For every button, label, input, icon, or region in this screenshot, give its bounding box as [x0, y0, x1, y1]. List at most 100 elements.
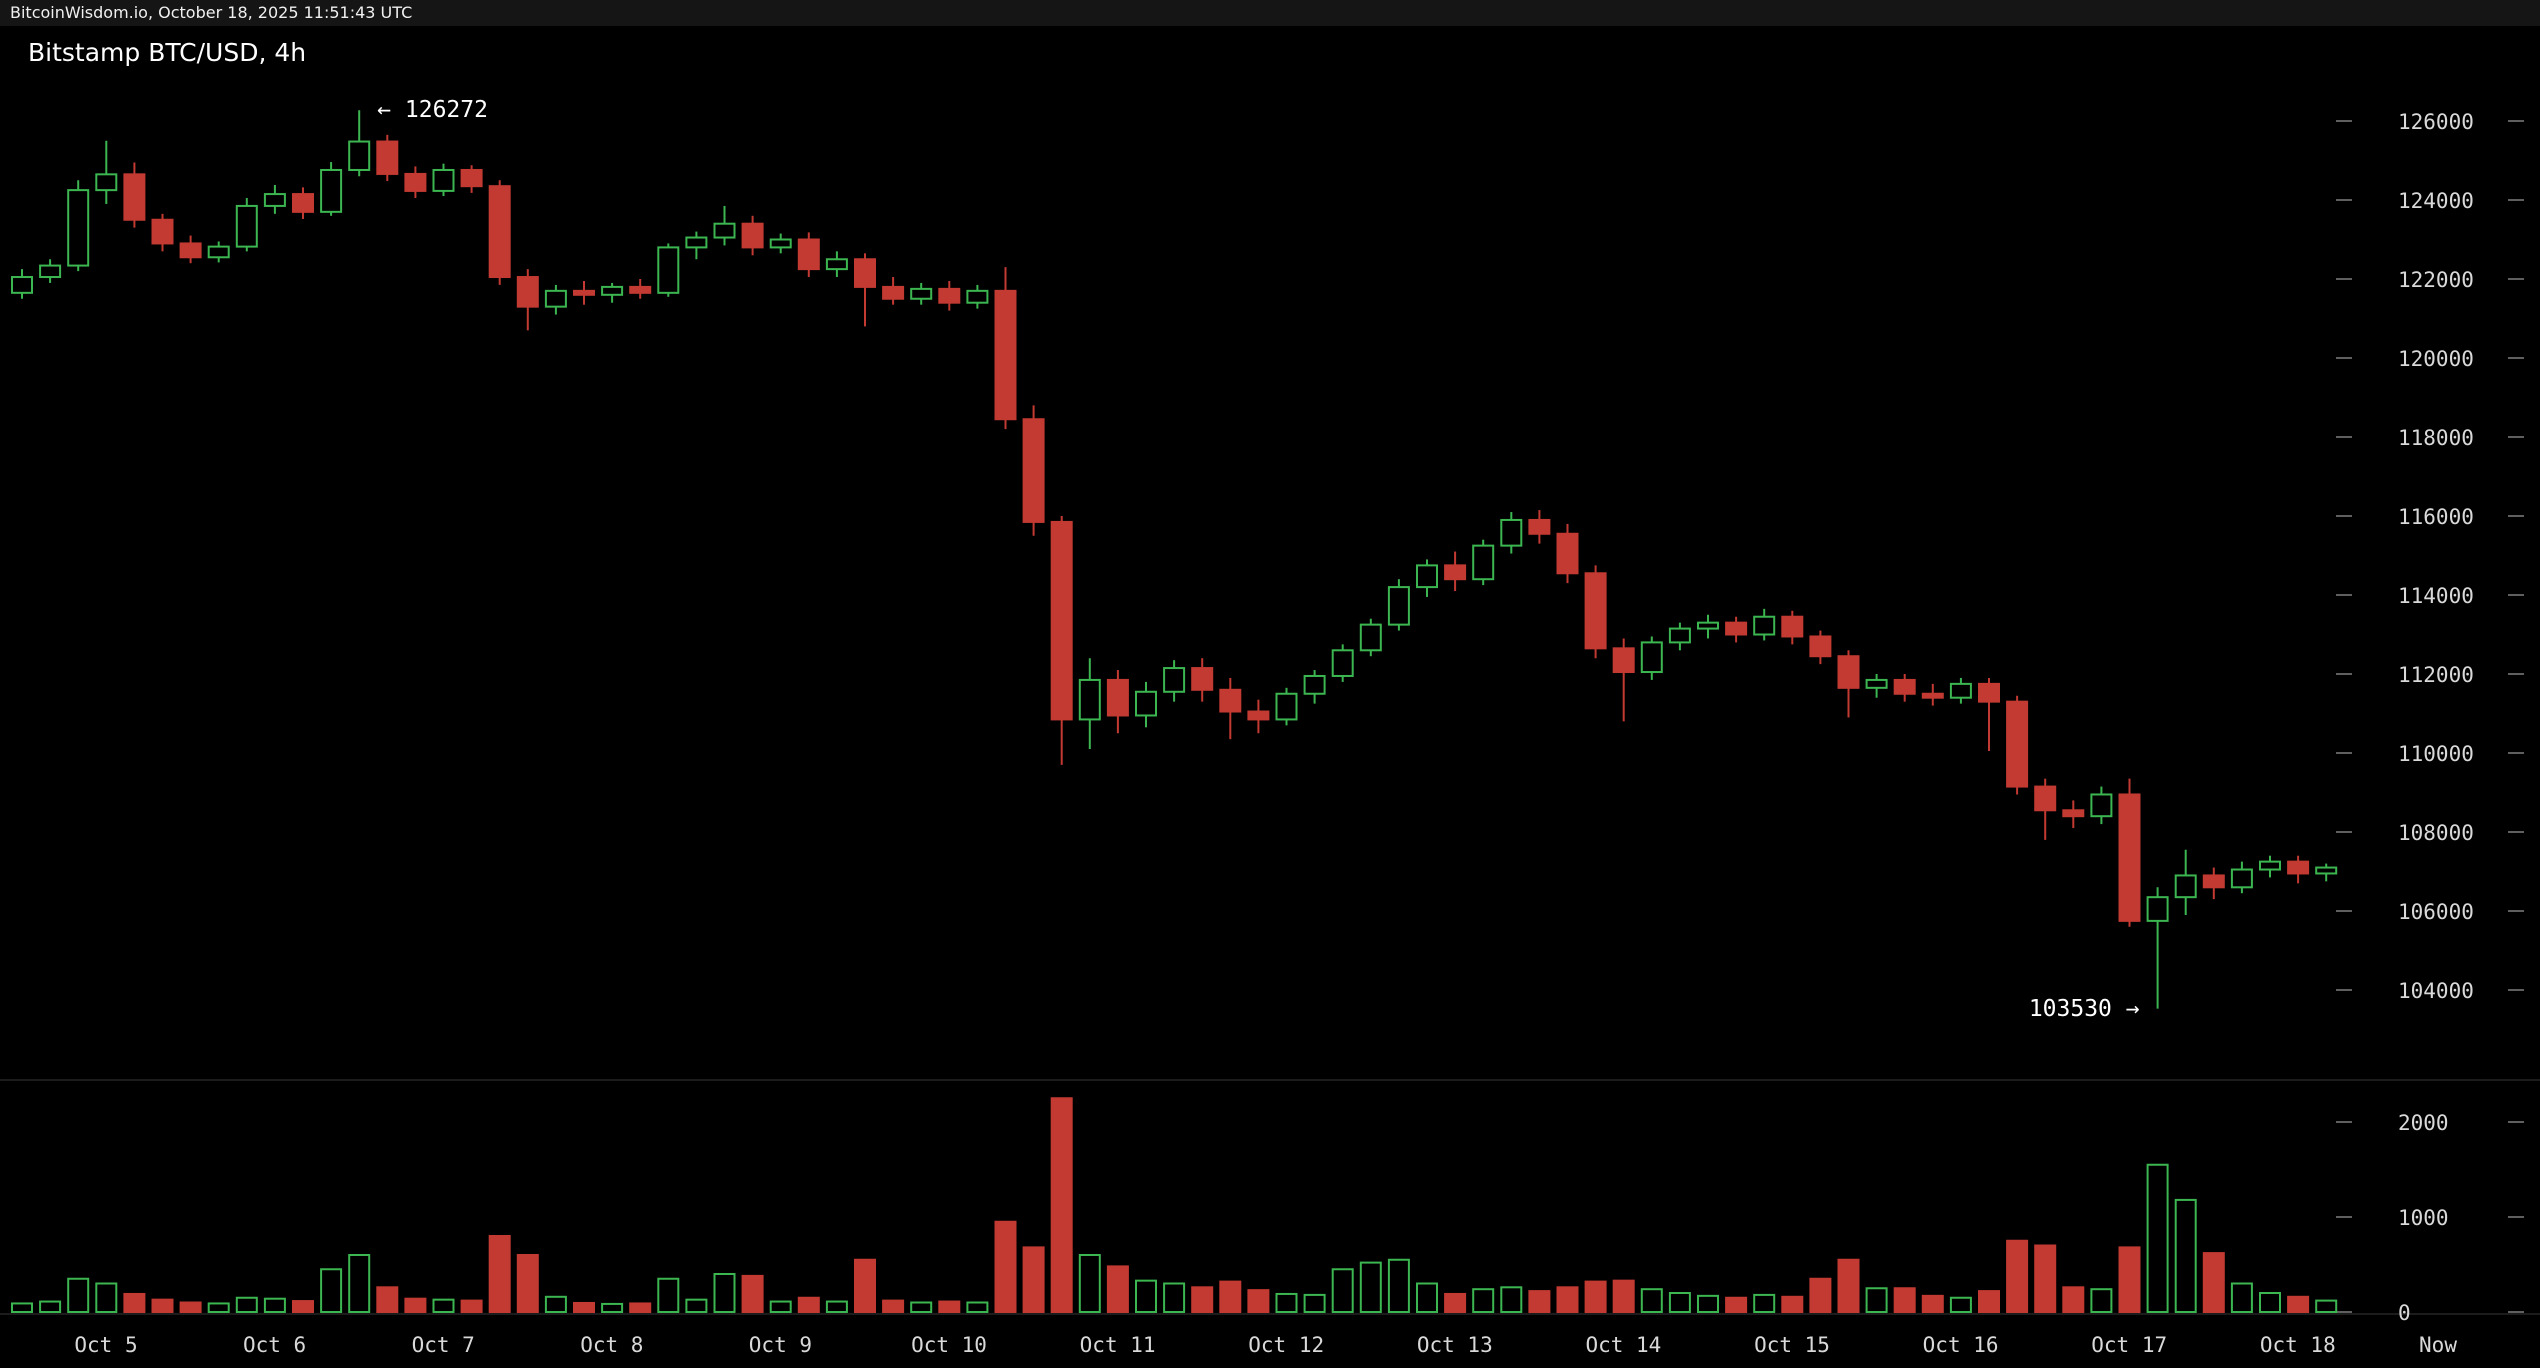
y-axis-label: 116000 [2398, 505, 2474, 529]
volume-bar [1135, 1279, 1157, 1314]
candle-down [1191, 667, 1214, 691]
volume-bar [1753, 1293, 1776, 1314]
candle-up [263, 193, 286, 207]
volume-bar [235, 1296, 258, 1313]
volume-bar [657, 1277, 680, 1313]
candle-up [1640, 641, 1663, 674]
volume-bar [1275, 1292, 1298, 1313]
volume-axis-label: 0 [2398, 1301, 2411, 1325]
candle-down [1444, 564, 1467, 581]
candle-up [348, 140, 371, 171]
candle-up [95, 173, 118, 192]
volume-bar [1668, 1292, 1691, 1313]
volume-bar [1387, 1258, 1410, 1313]
volume-bar [1078, 1254, 1101, 1313]
volume-bar [769, 1300, 792, 1314]
candle-up [966, 289, 989, 304]
candle-down [1893, 678, 1916, 695]
candle-down [882, 285, 905, 300]
candle-down [1809, 635, 1832, 658]
volume-bar [2034, 1244, 2057, 1313]
low-price-annotation: 103530 → [2028, 995, 2140, 1022]
x-axis-label: Oct 8 [580, 1333, 643, 1357]
candle-up [432, 168, 455, 192]
candle-down [854, 258, 876, 288]
volume-bar [1416, 1282, 1438, 1313]
candle-down [2287, 860, 2310, 875]
volume-bar [1640, 1288, 1663, 1313]
candle-up [825, 258, 848, 271]
volume-bar [2230, 1282, 2253, 1313]
y-axis-label: 114000 [2398, 584, 2474, 608]
x-axis-label: Oct 17 [2091, 1333, 2167, 1357]
volume-bar [1106, 1265, 1129, 1314]
candle-up [2259, 860, 2281, 871]
volume-bar [348, 1254, 371, 1313]
volume-bar [1359, 1261, 1382, 1313]
volume-bar [432, 1298, 455, 1314]
volume-bar [151, 1298, 174, 1314]
volume-bar [882, 1299, 905, 1313]
candle-up [769, 238, 792, 249]
x-axis-label: Oct 9 [749, 1333, 812, 1357]
candle-up [713, 222, 736, 239]
candle-down [1528, 518, 1551, 535]
candle-down [1921, 692, 1944, 699]
candle-down [1725, 621, 1748, 636]
volume-bar [2287, 1295, 2310, 1314]
top-status-bar: BitcoinWisdom.io, October 18, 2025 11:51… [0, 0, 2540, 26]
candle-up [320, 168, 343, 213]
candle-down [460, 168, 483, 188]
candle-up [1078, 678, 1101, 721]
x-axis-label: Oct 18 [2260, 1333, 2336, 1357]
candle-up [1697, 621, 1719, 630]
volume-bar [573, 1301, 595, 1313]
x-axis-now-label: Now [2419, 1333, 2457, 1357]
volume-bar [797, 1296, 820, 1313]
site-timestamp-text: BitcoinWisdom.io, October 18, 2025 11:51… [10, 3, 413, 22]
candle-up [1359, 623, 1382, 652]
y-axis-label: 122000 [2398, 268, 2474, 292]
candle-up [601, 285, 624, 296]
candle-up [235, 204, 258, 248]
candle-up [1500, 518, 1523, 547]
volume-bar [460, 1299, 483, 1313]
volume-bar [207, 1302, 230, 1313]
volume-bar [713, 1273, 736, 1313]
volume-bar [123, 1292, 146, 1313]
volume-bar [488, 1235, 511, 1313]
volume-bar [2118, 1246, 2141, 1314]
x-axis-label: Oct 14 [1585, 1333, 1661, 1357]
candle-up [2230, 868, 2253, 889]
volume-bar [2315, 1299, 2338, 1313]
candle-up [1387, 586, 1410, 626]
candle-down [151, 218, 174, 245]
x-axis-label: Oct 16 [1923, 1333, 1999, 1357]
volume-bar [1303, 1293, 1326, 1314]
candle-down [797, 238, 820, 271]
volume-bar [1949, 1296, 1972, 1313]
x-axis-label: Oct 11 [1080, 1333, 1156, 1357]
candle-up [207, 245, 230, 259]
candle-down [1219, 688, 1242, 713]
volume-bar [1022, 1246, 1045, 1314]
candle-up [11, 276, 33, 294]
y-axis-label: 104000 [2398, 979, 2474, 1003]
volume-bar [179, 1301, 202, 1313]
candle-up [1416, 564, 1438, 589]
y-axis-label: 120000 [2398, 347, 2474, 371]
candle-up [910, 287, 933, 300]
volume-bar [966, 1301, 989, 1313]
volume-axis-label: 1000 [2398, 1206, 2449, 1230]
volume-bar [544, 1295, 567, 1314]
volume-bar [11, 1302, 33, 1313]
candle-down [2202, 874, 2225, 889]
candle-down [488, 185, 511, 279]
candle-up [1303, 674, 1326, 695]
volume-bar [263, 1297, 286, 1313]
candle-down [1584, 572, 1607, 650]
volume-bar [1865, 1287, 1888, 1313]
candle-up [1472, 544, 1495, 581]
y-axis-label: 118000 [2398, 426, 2474, 450]
